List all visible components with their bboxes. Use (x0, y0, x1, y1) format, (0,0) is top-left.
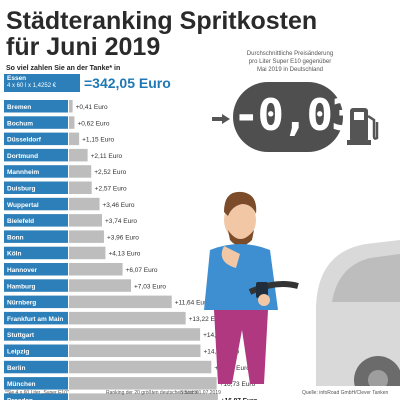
fuel-pump-icon (347, 108, 379, 145)
value-label: +2,11 Euro (91, 153, 123, 160)
category-label-bg (4, 360, 68, 374)
bar (69, 344, 201, 357)
category-label: Duisburg (7, 186, 36, 193)
person-illustration (204, 191, 299, 384)
bar (69, 230, 104, 243)
value-label: +16,87 Euro (221, 397, 258, 400)
category-label: Dresden (7, 397, 33, 400)
category-label: Wuppertal (7, 202, 39, 209)
bar (69, 197, 100, 211)
category-label-bg (4, 263, 68, 276)
category-label-bg (4, 132, 68, 146)
subtitle: So viel zahlen Sie an der Tanke* in (6, 65, 121, 72)
category-label-bg (4, 165, 68, 178)
value-label: +11,64 Euro (175, 300, 211, 307)
category-label-bg (4, 246, 68, 260)
category-label: Nürnberg (7, 300, 36, 307)
bar (69, 279, 132, 292)
category-label-bg (4, 181, 68, 194)
bar (69, 132, 80, 146)
category-label-bg (4, 295, 68, 309)
arrow-right-icon (212, 114, 230, 124)
category-label: Köln (7, 251, 21, 258)
essen-reference-box: Essen 4 x 60 l x 1,4252 € (4, 74, 80, 92)
category-label: Bonn (7, 234, 24, 241)
value-label: +0,62 Euro (77, 120, 109, 127)
page-title-date: für Juni 2019 (6, 33, 161, 61)
bar (69, 100, 73, 113)
essen-total: =342,05 Euro (84, 75, 171, 91)
bar (69, 263, 123, 276)
value-label: +1,15 Euro (82, 137, 114, 144)
bar (69, 328, 201, 341)
footer-note: *Sie 4 x 60 Liter „Super E10" (5, 390, 69, 396)
price-note-line1: Durchschnittliche Preisänderung (246, 51, 334, 57)
value-label: +13,22 Euro (189, 316, 225, 323)
footer-ranking: Ranking der 20 größten deutschen Städte (106, 390, 199, 396)
category-label: Leipzig (7, 349, 29, 356)
footer-stand: Stand: 01.07.2019 (180, 390, 221, 396)
bar (69, 377, 217, 390)
value-label: +2,52 Euro (94, 169, 126, 176)
bar (69, 246, 106, 260)
category-label: Hamburg (7, 283, 36, 290)
footer: *Sie 4 x 60 Liter „Super E10" Ranking de… (0, 386, 400, 400)
category-label-bg (4, 148, 68, 162)
category-label: Stuttgart (7, 332, 35, 339)
category-label-bg (4, 214, 68, 227)
footer-source: Quelle: infoRoad GmbH/Clever Tanken (302, 390, 389, 396)
category-label: Bremen (7, 104, 31, 111)
car-illustration (316, 240, 400, 386)
category-label-bg (4, 311, 68, 325)
category-label: Frankfurt am Main (7, 316, 63, 323)
bar (69, 311, 186, 325)
category-label: Hannover (7, 267, 37, 274)
bar (69, 393, 218, 400)
category-label-bg (4, 116, 68, 129)
category-label: Mannheim (7, 169, 39, 176)
category-label-bg (4, 100, 68, 113)
value-label: +7,03 Euro (134, 283, 166, 290)
category-label-bg (4, 328, 68, 341)
category-label-bg (4, 393, 68, 400)
value-label: +4,13 Euro (108, 251, 140, 258)
bar (69, 360, 212, 374)
value-label: +3,46 Euro (103, 202, 135, 209)
bar (69, 148, 88, 162)
bar (69, 116, 75, 129)
category-label: Dortmund (7, 153, 38, 160)
bar (69, 214, 102, 227)
value-label: +0,41 Euro (76, 104, 108, 111)
category-label-bg (4, 279, 68, 292)
value-label: +2,57 Euro (95, 186, 127, 193)
category-label: Berlin (7, 365, 25, 372)
price-note-line3: Mai 2019 in Deutschland (256, 67, 324, 73)
value-label: +16,73 Euro (220, 381, 256, 388)
category-label: Bielefeld (7, 218, 34, 225)
category-label-bg (4, 230, 68, 243)
bar (69, 165, 92, 178)
value-label: +3,74 Euro (105, 218, 137, 225)
category-label-bg (4, 377, 68, 390)
category-label: München (7, 381, 36, 388)
category-label: Bochum (7, 120, 33, 127)
page-title: Städteranking Spritkosten (6, 7, 318, 35)
price-change-value: -0,03 (233, 90, 357, 141)
category-label: Düsseldorf (7, 137, 42, 144)
value-label: +6,07 Euro (126, 267, 158, 274)
essen-formula: 4 x 60 l x 1,4252 € (7, 83, 57, 89)
bar (69, 181, 92, 194)
category-label-bg (4, 344, 68, 357)
category-label-bg (4, 197, 68, 211)
price-change-note: Durchschnittliche Preisänderung pro Lite… (230, 50, 350, 74)
value-label: +3,96 Euro (107, 234, 139, 241)
essen-city-label: Essen (7, 75, 27, 82)
bar (69, 295, 172, 309)
price-note-line2: pro Liter Super E10 gegenüber (248, 59, 332, 65)
price-change-display: -0,03 (233, 82, 357, 152)
